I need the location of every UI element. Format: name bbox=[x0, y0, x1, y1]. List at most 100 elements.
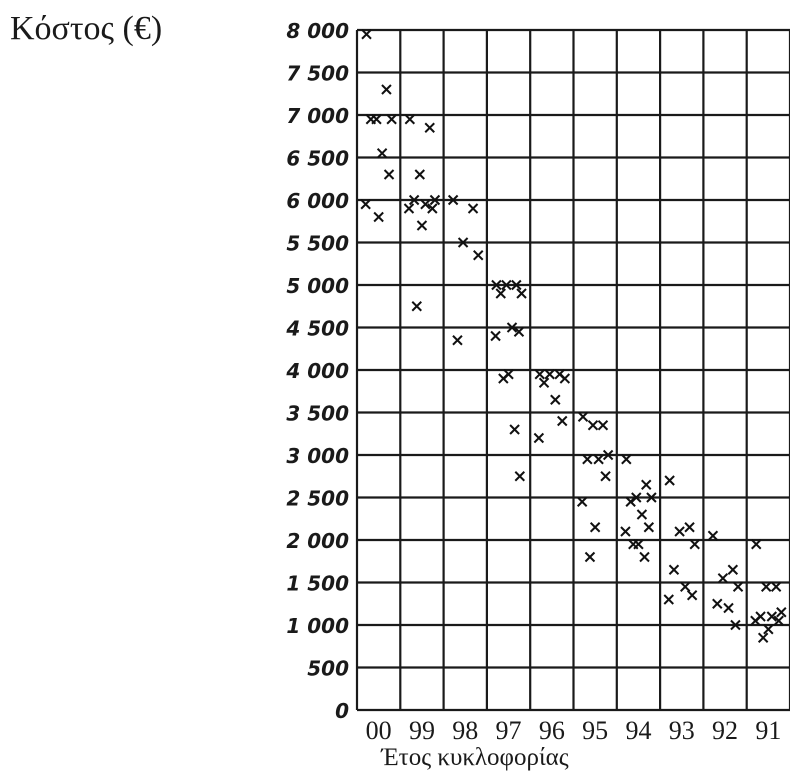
data-point bbox=[408, 194, 420, 206]
data-point bbox=[668, 564, 680, 575]
grid bbox=[355, 28, 790, 712]
data-point bbox=[712, 598, 723, 609]
data-point bbox=[773, 615, 784, 626]
data-point bbox=[723, 602, 734, 614]
data-point bbox=[732, 581, 744, 592]
data-point bbox=[429, 194, 441, 206]
data-point bbox=[757, 632, 769, 643]
data-point bbox=[365, 114, 377, 125]
data-point bbox=[516, 288, 527, 299]
data-point bbox=[646, 492, 657, 503]
data-point bbox=[473, 250, 484, 261]
data-point bbox=[602, 449, 614, 461]
data-point bbox=[727, 564, 739, 575]
x-tick-label: 95 bbox=[582, 716, 608, 745]
y-tick-label: 1 000 bbox=[286, 614, 349, 638]
data-point bbox=[457, 237, 469, 248]
data-point bbox=[538, 377, 550, 388]
data-point bbox=[620, 526, 631, 537]
x-tick-label: 00 bbox=[366, 716, 392, 745]
data-point bbox=[600, 471, 611, 482]
data-point bbox=[427, 203, 438, 214]
y-tick-label: 5 000 bbox=[286, 274, 349, 298]
y-tick-label: 2 000 bbox=[286, 529, 349, 553]
data-point bbox=[511, 279, 522, 291]
data-point bbox=[447, 194, 459, 206]
data-point bbox=[424, 122, 435, 133]
y-tick-labels: 0 500 1 000 1 500 2 000 2 500 3 000 3 500 4 000 4… bbox=[285, 19, 349, 723]
data-point bbox=[751, 539, 762, 550]
x-tick-label: 99 bbox=[409, 716, 435, 745]
data-point bbox=[533, 432, 545, 444]
data-point bbox=[597, 420, 609, 431]
y-tick-label: 5 500 bbox=[286, 232, 349, 256]
data-point bbox=[534, 369, 545, 380]
data-points bbox=[360, 29, 787, 643]
data-point bbox=[559, 373, 571, 384]
data-point bbox=[414, 169, 425, 180]
x-tick-label: 98 bbox=[452, 716, 478, 745]
data-point bbox=[776, 607, 787, 618]
data-point bbox=[381, 84, 392, 95]
data-point bbox=[420, 199, 431, 210]
data-point bbox=[686, 590, 698, 601]
x-axis-title: Έτος κυκλοφορίας bbox=[381, 744, 569, 771]
data-point bbox=[404, 114, 416, 125]
data-point bbox=[383, 169, 395, 180]
data-point bbox=[452, 335, 463, 346]
data-point bbox=[544, 369, 555, 380]
data-point bbox=[663, 594, 674, 605]
y-tick-label: 2 500 bbox=[286, 487, 349, 511]
x-tick-label: 94 bbox=[625, 716, 651, 745]
data-point bbox=[593, 454, 604, 465]
x-tick-labels: 00 99 98 97 96 95 94 93 92 91 bbox=[366, 716, 782, 745]
data-point bbox=[707, 530, 719, 541]
data-point bbox=[684, 522, 695, 533]
data-point bbox=[766, 611, 778, 622]
x-tick-label: 92 bbox=[712, 716, 738, 745]
data-point bbox=[587, 420, 599, 431]
data-point bbox=[589, 522, 601, 533]
data-point bbox=[689, 539, 700, 550]
data-point bbox=[628, 539, 639, 550]
data-point bbox=[467, 203, 479, 214]
data-point bbox=[550, 394, 561, 405]
data-point bbox=[498, 373, 509, 384]
y-tick-label: 500 bbox=[307, 657, 349, 681]
data-point bbox=[577, 411, 589, 422]
data-point bbox=[514, 471, 526, 482]
data-point bbox=[386, 114, 397, 125]
y-tick-label: 3 500 bbox=[286, 402, 349, 426]
data-point bbox=[770, 581, 782, 592]
data-point bbox=[664, 475, 675, 486]
data-point bbox=[576, 496, 588, 507]
data-point bbox=[641, 479, 652, 490]
data-point bbox=[513, 326, 525, 337]
y-axis-title: Κόστος (€) bbox=[10, 10, 163, 47]
data-point bbox=[557, 415, 568, 427]
y-tick-label: 7 000 bbox=[286, 104, 349, 128]
y-tick-label: 6 000 bbox=[286, 189, 349, 213]
data-point bbox=[491, 279, 502, 291]
y-tick-label: 4 500 bbox=[285, 317, 349, 341]
data-point bbox=[717, 573, 729, 584]
data-point bbox=[361, 29, 372, 40]
y-tick-label: 6 500 bbox=[286, 147, 349, 171]
data-point bbox=[509, 424, 520, 435]
data-point bbox=[730, 619, 741, 631]
y-tick-label: 8 000 bbox=[286, 19, 349, 43]
data-point bbox=[416, 220, 428, 231]
data-point bbox=[501, 279, 512, 291]
data-point bbox=[674, 526, 685, 537]
data-point bbox=[376, 148, 388, 159]
data-point bbox=[636, 509, 648, 520]
y-tick-label: 7 500 bbox=[286, 62, 349, 86]
data-point bbox=[495, 288, 506, 299]
y-tick-label: 1 500 bbox=[286, 572, 349, 596]
x-tick-label: 91 bbox=[755, 716, 781, 745]
data-point bbox=[582, 454, 593, 465]
data-point bbox=[639, 551, 650, 563]
data-point bbox=[625, 496, 636, 507]
data-point bbox=[680, 581, 691, 592]
